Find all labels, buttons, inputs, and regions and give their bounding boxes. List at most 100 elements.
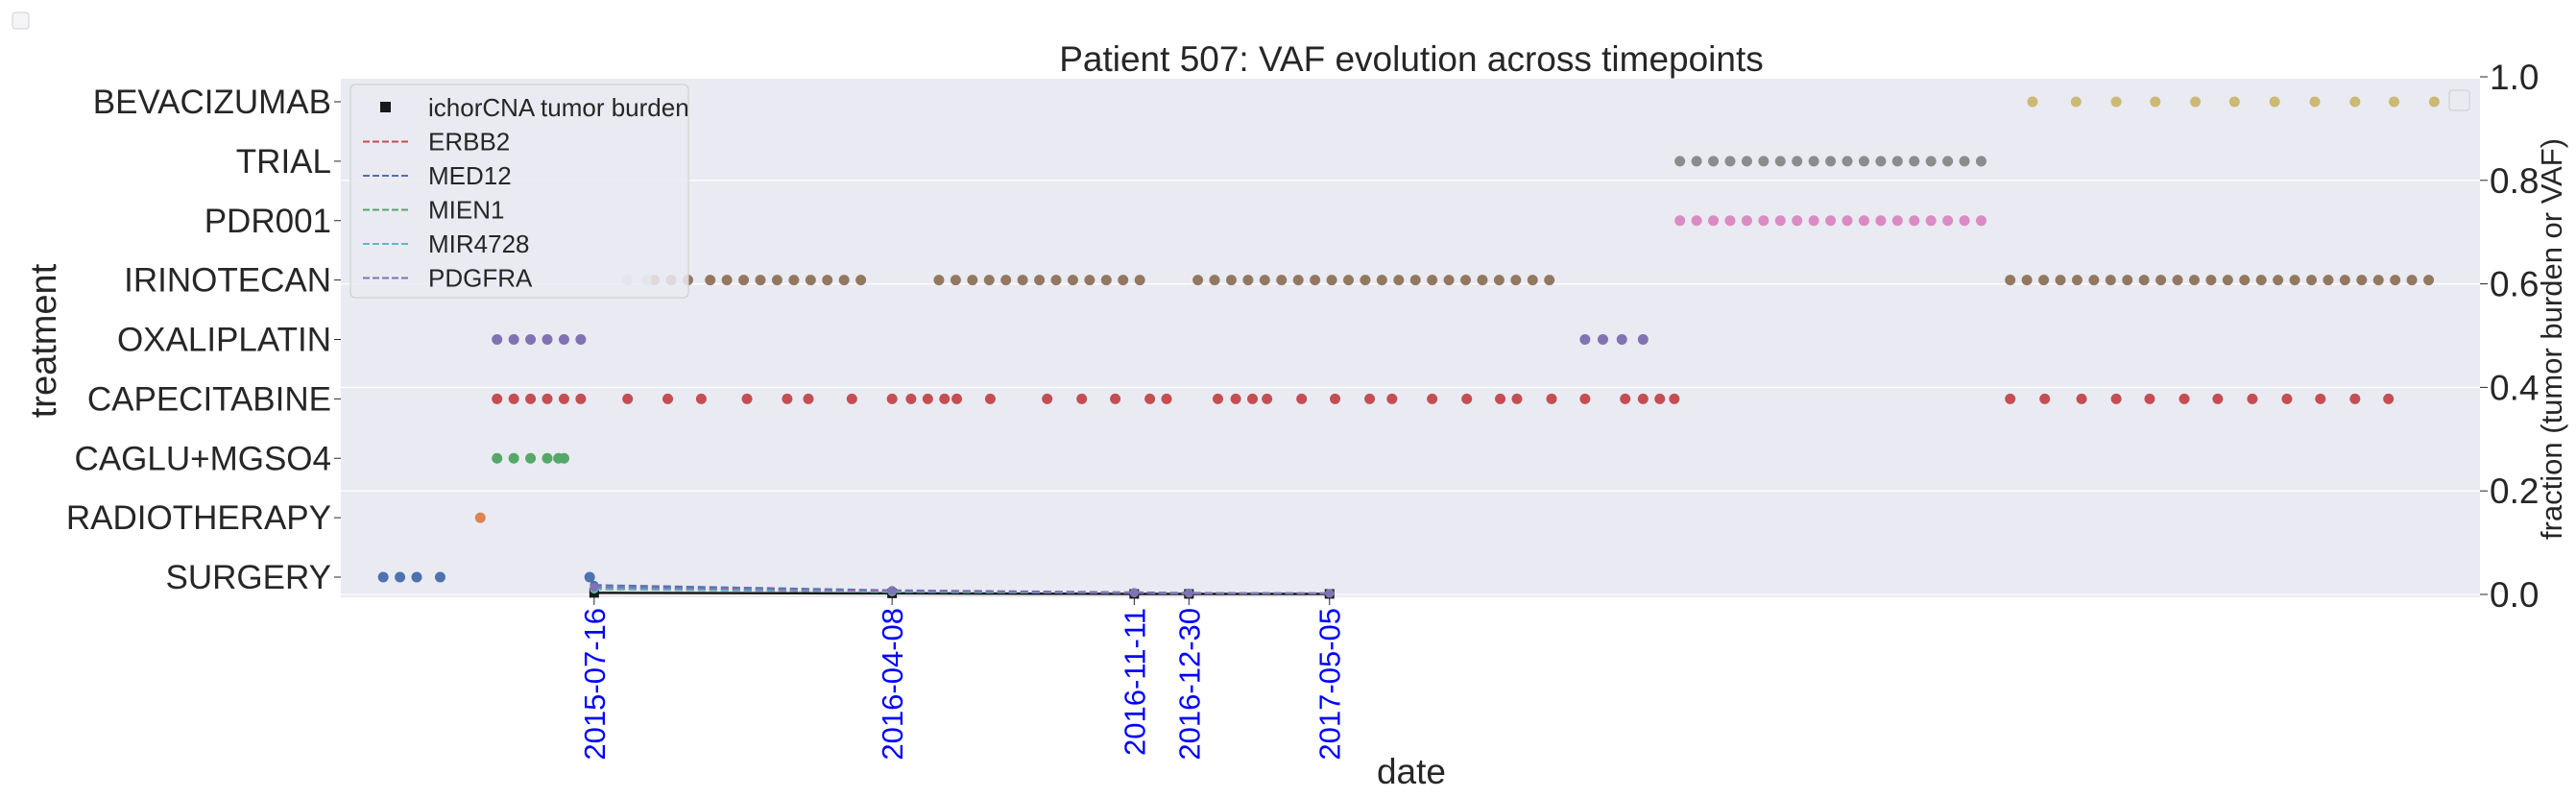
treatment-event-marker: [805, 275, 816, 286]
treatment-event-marker: [2239, 275, 2251, 286]
date-tick-label: 2017-05-05: [1313, 608, 1347, 761]
treatment-event-marker: [2222, 275, 2233, 286]
treatment-event-marker: [2372, 275, 2384, 286]
series-point: [1184, 589, 1193, 598]
treatment-event-marker: [695, 393, 707, 404]
treatment-event-marker: [2039, 393, 2051, 404]
treatment-event-marker: [525, 393, 537, 404]
treatment-event-marker: [1691, 156, 1702, 167]
treatment-event-marker: [558, 452, 569, 464]
treatment-event-marker: [1758, 156, 1769, 167]
treatment-event-marker: [1110, 393, 1121, 404]
treatment-event-marker: [1654, 393, 1666, 404]
treatment-event-marker: [1891, 215, 1903, 227]
treatment-event-marker: [1741, 215, 1752, 227]
treatment-event-marker: [1758, 215, 1769, 227]
treatment-event-marker: [1477, 275, 1488, 286]
treatment-event-marker: [1674, 215, 1686, 227]
treatment-event-marker: [1942, 156, 1954, 167]
legend-label: ERBB2: [428, 128, 510, 157]
treatment-event-marker: [508, 393, 519, 404]
treatment-event-marker: [1511, 393, 1523, 404]
treatment-event-marker: [782, 393, 793, 404]
legend-label: ichorCNA tumor burden: [428, 93, 689, 122]
treatment-event-marker: [1262, 393, 1273, 404]
treatment-event-marker: [2005, 275, 2016, 286]
treatment-event-marker: [2406, 275, 2418, 286]
treatment-event-marker: [1427, 275, 1438, 286]
treatment-event-marker: [1792, 215, 1803, 227]
treatment-event-marker: [1326, 275, 1337, 286]
treatment-event-marker: [2190, 96, 2202, 108]
treatment-event-marker: [1292, 275, 1304, 286]
treatment-event-marker: [1427, 393, 1438, 404]
treatment-event-marker: [1296, 393, 1308, 404]
treatment-event-marker: [741, 393, 753, 404]
treatment-event-marker: [1975, 156, 1986, 167]
treatment-event-marker: [492, 452, 503, 464]
treatment-event-marker: [2188, 275, 2200, 286]
treatment-events: [377, 96, 2440, 583]
treatment-event-marker: [1620, 393, 1631, 404]
treatment-event-marker: [1708, 215, 1720, 227]
treatment-event-marker: [1000, 275, 1012, 286]
treatment-event-marker: [662, 393, 674, 404]
treatment-event-marker: [2088, 275, 2100, 286]
treatment-event-marker: [1360, 275, 1371, 286]
treatment-event-marker: [1858, 156, 1869, 167]
treatment-event-marker: [2289, 275, 2300, 286]
y-axis-label-treatment: treatment: [24, 263, 64, 418]
treatment-event-marker: [1546, 393, 1557, 404]
treatment-event-marker: [983, 275, 995, 286]
treatment-event-marker: [575, 334, 587, 345]
treatment-event-marker: [1579, 393, 1591, 404]
treatment-event-marker: [2281, 393, 2293, 404]
treatment-event-marker: [622, 393, 634, 404]
treatment-event-marker: [788, 275, 800, 286]
treatment-event-marker: [1825, 215, 1837, 227]
treatment-event-marker: [2110, 393, 2122, 404]
corner-checkbox[interactable]: [12, 12, 30, 30]
treatment-event-marker: [1213, 393, 1224, 404]
series-point: [887, 586, 897, 595]
treatment-event-marker: [1364, 393, 1376, 404]
treatment-event-marker: [1616, 334, 1627, 345]
treatment-event-marker: [1975, 215, 1986, 227]
treatment-event-marker: [1443, 275, 1455, 286]
treatment-event-marker: [2349, 96, 2361, 108]
treatment-event-marker: [2309, 96, 2321, 108]
treatment-event-marker: [1741, 156, 1752, 167]
legend-label: MED12: [428, 161, 512, 190]
treatment-event-marker: [822, 275, 833, 286]
treatment-tick-label: IRINOTECAN: [124, 262, 331, 300]
fraction-axis: 0.0 0.2 0.4 0.6 0.8 1.0: [2480, 58, 2539, 615]
treatment-event-marker: [2021, 275, 2033, 286]
treatment-event-marker: [411, 571, 422, 583]
fraction-tick-label: 0.0: [2490, 575, 2539, 615]
treatment-event-marker: [705, 275, 716, 286]
treatment-event-marker: [1510, 275, 1522, 286]
treatment-event-marker: [933, 275, 945, 286]
treatment-event-marker: [1774, 215, 1786, 227]
treatment-tick-label: RADIOTHERAPY: [66, 499, 331, 537]
treatment-event-marker: [1527, 275, 1538, 286]
treatment-event-marker: [558, 393, 569, 404]
treatment-event-marker: [1100, 275, 1112, 286]
treatment-event-marker: [1792, 156, 1803, 167]
treatment-event-marker: [1909, 156, 1920, 167]
treatment-event-marker: [1342, 275, 1354, 286]
treatment-event-marker: [525, 452, 537, 464]
treatment-event-marker: [1544, 275, 1555, 286]
treatment-event-marker: [2150, 96, 2161, 108]
treatment-event-marker: [508, 452, 519, 464]
treatment-event-marker: [1842, 215, 1853, 227]
treatment-event-marker: [1493, 275, 1505, 286]
treatment-event-marker: [1925, 156, 1937, 167]
treatment-event-marker: [1310, 275, 1321, 286]
fraction-tick-label: 0.2: [2490, 472, 2539, 511]
treatment-event-marker: [1875, 156, 1887, 167]
series-point: [1325, 589, 1335, 598]
series-line: [593, 588, 1330, 594]
date-tick-label: 2016-04-08: [876, 608, 909, 761]
